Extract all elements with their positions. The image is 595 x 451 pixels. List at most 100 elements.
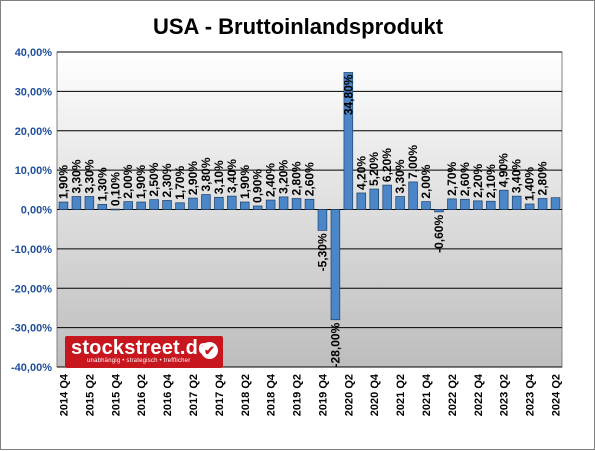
bar bbox=[265, 199, 276, 210]
bar bbox=[421, 201, 431, 210]
x-tick-label: 2019 Q2 bbox=[292, 374, 304, 416]
y-axis-ticks: 40,00% 30,00% 20,00% 10,00% 0,00% -10,00% -20,… bbox=[11, 47, 52, 374]
x-tick-label: 2021 Q2 bbox=[395, 374, 407, 416]
y-tick-label: -20,00% bbox=[11, 283, 52, 295]
data-label: 2,40% bbox=[264, 163, 278, 197]
x-tick-label: 2023 Q4 bbox=[525, 373, 537, 416]
data-label: 1,90% bbox=[56, 165, 70, 199]
data-label: 1,40% bbox=[523, 167, 537, 201]
data-label: 3,30% bbox=[82, 159, 96, 193]
bar bbox=[227, 195, 237, 210]
data-labels: 1,90%3,30%3,30%1,30%0,10%2,00%1,90%2,50%… bbox=[56, 74, 549, 367]
bar bbox=[486, 200, 496, 210]
bar bbox=[188, 197, 198, 210]
data-label: -0,60% bbox=[432, 215, 446, 253]
x-axis-ticks: 2014 Q4 2015 Q2 2015 Q4 2016 Q2 2016 Q4 2017 … bbox=[58, 373, 562, 416]
chart-title: USA - Bruttoinlandsprodukt bbox=[153, 14, 444, 39]
data-label: 7,00% bbox=[406, 145, 420, 179]
data-label: 4,20% bbox=[354, 156, 368, 190]
data-label: 6,20% bbox=[380, 148, 394, 182]
data-label: 2,70% bbox=[445, 162, 459, 196]
data-label: 2,60% bbox=[458, 162, 472, 196]
data-label: 2,50% bbox=[147, 162, 161, 196]
bar bbox=[291, 198, 302, 210]
y-tick-label: 30,00% bbox=[15, 86, 53, 98]
bar bbox=[162, 200, 172, 210]
y-tick-label: 20,00% bbox=[15, 126, 53, 138]
bar bbox=[71, 196, 82, 210]
y-tick-label: -30,00% bbox=[11, 323, 52, 335]
x-tick-label: 2017 Q4 bbox=[214, 373, 226, 416]
bar bbox=[408, 181, 418, 210]
bar bbox=[434, 209, 444, 213]
bar bbox=[498, 189, 509, 210]
x-tick-label: 2014 Q4 bbox=[58, 373, 70, 416]
data-label: 2,20% bbox=[471, 163, 485, 197]
data-label: -5,30% bbox=[315, 233, 329, 271]
y-tick-label: 40,00% bbox=[15, 47, 53, 59]
data-label: 2,80% bbox=[536, 161, 550, 195]
bar bbox=[330, 209, 341, 321]
bar bbox=[524, 203, 535, 210]
data-label: 2,60% bbox=[303, 162, 317, 196]
bar bbox=[447, 198, 457, 210]
data-label: 3,20% bbox=[277, 160, 291, 194]
y-tick-label: -40,00% bbox=[11, 362, 52, 374]
checkmark-icon: ✔ bbox=[201, 342, 218, 359]
x-tick-label: 2021 Q4 bbox=[421, 373, 433, 416]
data-label: 2,90% bbox=[186, 161, 200, 195]
bar bbox=[175, 202, 185, 210]
data-label: 3,80% bbox=[199, 157, 213, 191]
data-label: 34,80% bbox=[341, 74, 355, 115]
x-tick-label: 2024 Q2 bbox=[551, 374, 563, 416]
bar bbox=[110, 208, 121, 211]
x-tick-label: 2018 Q2 bbox=[240, 374, 252, 416]
logo-tagline: unabhängig • strategisch • trefflicher bbox=[87, 358, 191, 364]
data-label: 2,10% bbox=[484, 164, 498, 198]
bar bbox=[343, 72, 354, 210]
bar bbox=[473, 200, 483, 210]
data-label: -28,00% bbox=[328, 322, 342, 367]
bar bbox=[278, 196, 289, 210]
data-label: 0,10% bbox=[108, 172, 122, 206]
bar bbox=[214, 196, 224, 210]
data-label: 2,80% bbox=[290, 161, 304, 195]
bar bbox=[460, 198, 470, 210]
data-label: 3,40% bbox=[225, 159, 239, 193]
logo-brand-text: stockstreet.de bbox=[71, 337, 210, 359]
data-label: 3,40% bbox=[510, 159, 524, 193]
x-tick-label: 2019 Q4 bbox=[317, 373, 329, 416]
bar bbox=[149, 199, 159, 210]
x-tick-label: 2022 Q2 bbox=[447, 374, 459, 416]
data-label: 0,90% bbox=[251, 169, 265, 203]
y-tick-label: 10,00% bbox=[15, 165, 53, 177]
stockstreet-logo: stockstreet.de unabhängig • strategisch … bbox=[65, 336, 223, 368]
bar bbox=[58, 201, 69, 210]
data-label: 1,70% bbox=[173, 165, 187, 199]
bars bbox=[58, 72, 561, 321]
x-tick-label: 2015 Q2 bbox=[84, 374, 96, 416]
bar bbox=[317, 209, 328, 231]
bar bbox=[356, 192, 367, 210]
bar bbox=[252, 205, 263, 210]
x-tick-label: 2020 Q4 bbox=[369, 373, 381, 416]
data-label: 2,30% bbox=[160, 163, 174, 197]
data-label: 2,00% bbox=[121, 164, 135, 198]
bar bbox=[382, 184, 392, 210]
data-label: 5,20% bbox=[367, 152, 381, 186]
data-label: 1,90% bbox=[134, 165, 148, 199]
data-label: 1,30% bbox=[95, 167, 109, 201]
bar bbox=[201, 194, 211, 210]
x-tick-label: 2023 Q2 bbox=[499, 374, 511, 416]
bar bbox=[395, 196, 405, 210]
bar bbox=[84, 196, 95, 210]
bar bbox=[136, 201, 146, 210]
data-label: 3,30% bbox=[393, 159, 407, 193]
x-tick-label: 2018 Q4 bbox=[266, 373, 278, 416]
data-label: 4,90% bbox=[497, 153, 511, 187]
bar bbox=[511, 195, 522, 210]
data-label: 2,00% bbox=[419, 164, 433, 198]
x-tick-label: 2016 Q2 bbox=[136, 374, 148, 416]
